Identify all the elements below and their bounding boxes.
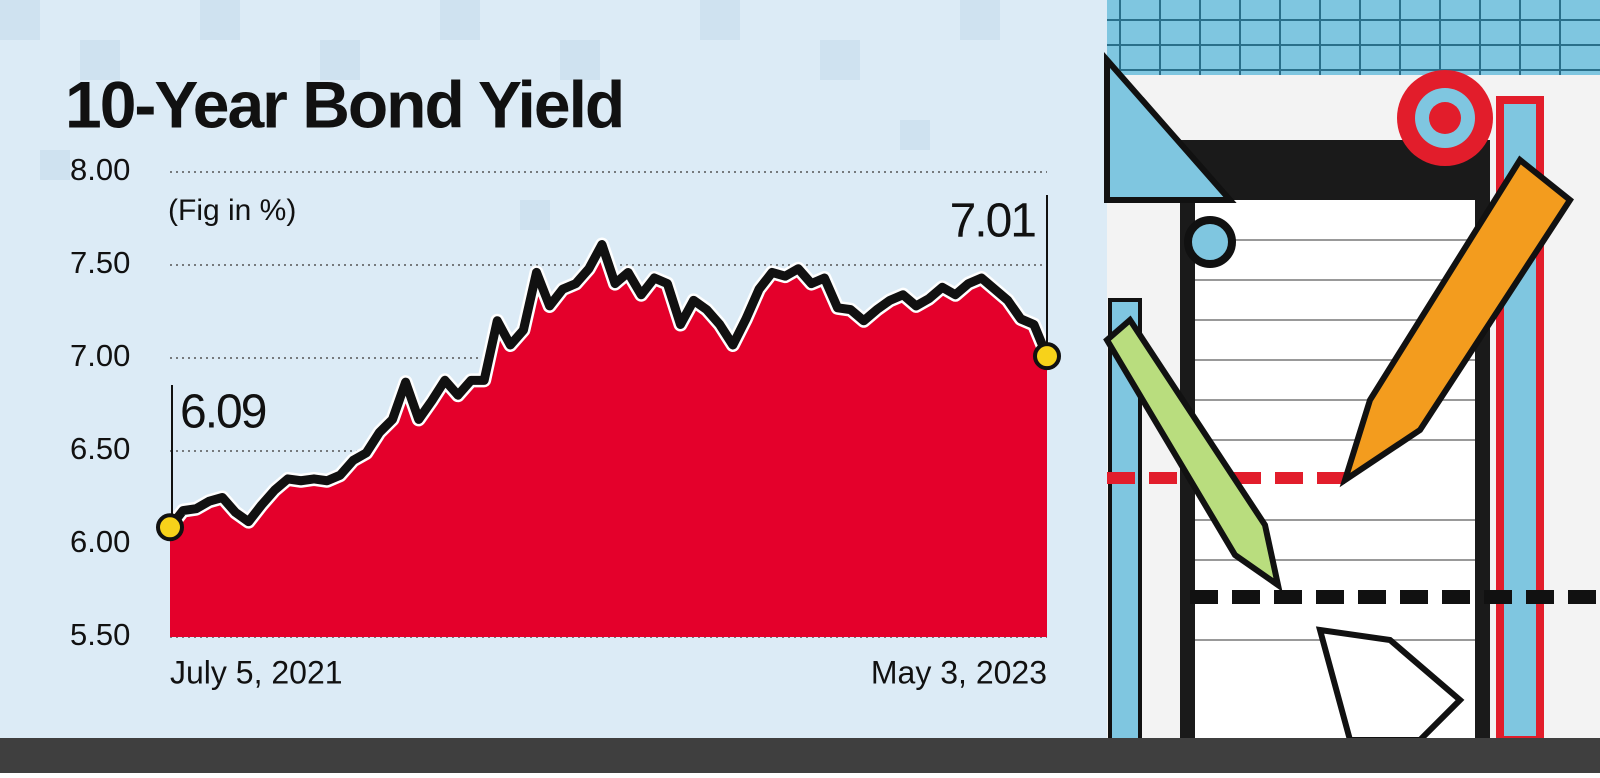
x-tick-label: May 3, 2023 [871,654,1047,690]
endpoint-marker [156,513,184,542]
y-tick-label: 6.00 [70,524,130,559]
endpoints [156,342,1061,542]
endpoint-marker [1033,342,1061,371]
plot [164,237,1054,638]
annotation: 7.01 [950,195,1036,248]
chart-title: 10-Year Bond Yield [65,67,623,141]
y-tick-label: 6.50 [70,431,130,466]
bottom-bar [0,738,1600,773]
background-pattern [0,0,1000,230]
annotation: 6.09 [180,386,266,439]
line [166,240,1052,531]
y-tick-label: 5.50 [70,617,130,652]
unit-note: (Fig in %) [168,194,296,227]
illustration: BCCL [1103,0,1600,744]
y-tick-label: 8.00 [70,152,130,187]
y-tick-label: 7.00 [70,338,130,373]
watermark: BCCL [1360,651,1389,663]
area [170,244,1047,638]
y-tick-label: 7.50 [70,245,130,280]
x-tick-label: July 5, 2021 [170,654,343,690]
